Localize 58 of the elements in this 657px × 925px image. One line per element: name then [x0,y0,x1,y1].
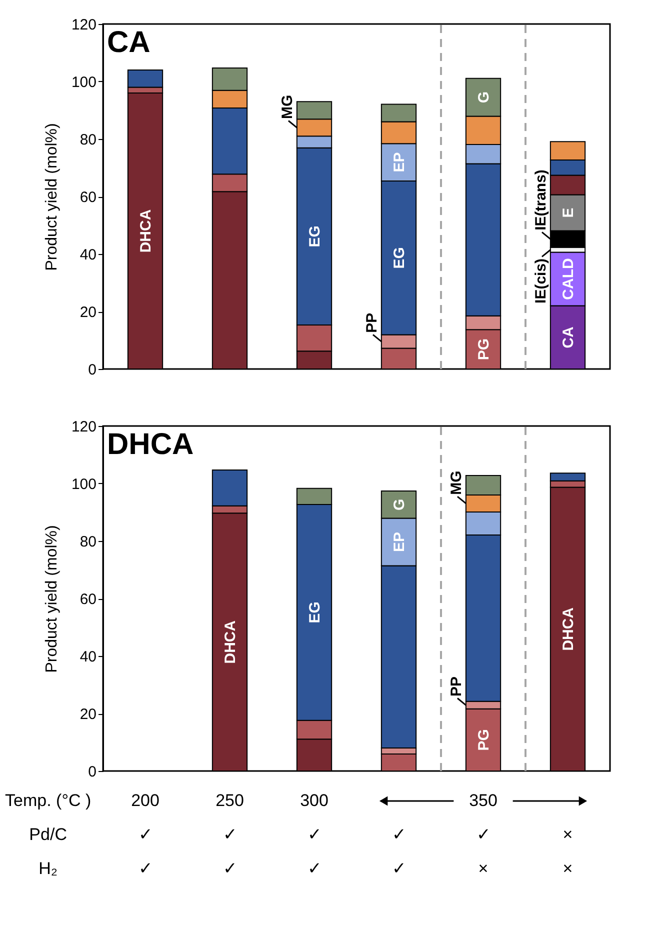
y-tick-label: 100 [71,476,96,493]
y-axis-title: Product yield (mol%) [43,123,60,271]
x-axis-title: Temp. (°C ) [5,791,92,810]
data-label: IE(cis) [532,258,550,304]
y-tick-label: 80 [80,132,96,148]
x-tick-label: 200 [131,791,160,810]
data-label: PG [475,729,492,751]
data-label: EP [390,532,408,552]
data-label: G [390,498,408,510]
data-label: IE(trans) [532,170,550,230]
data-label: PP [448,676,465,697]
data-label: DHCA [222,620,239,664]
y-tick-label: 40 [80,648,96,666]
text: ✓ [222,859,237,878]
data-label: DHCA [137,209,154,253]
y-tick-label: 60 [80,591,96,608]
text: Pd/C [29,825,67,844]
x-tick-label: 250 [216,791,244,810]
data-label: DHCA [560,607,577,651]
data-label: MG [448,470,465,495]
data-label: EG [306,226,324,248]
text: ✓ [222,825,237,844]
data-label: EG [390,247,408,269]
text: ✓ [392,859,406,878]
y-tick-label: 100 [71,74,96,91]
y-tick-label: 120 [71,418,96,436]
y-tick-label: 20 [80,304,96,321]
y-tick-label: 0 [88,764,96,780]
text: × [478,859,488,878]
data-label: PP [363,312,380,333]
text: ✓ [307,859,322,878]
y-tick-label: 0 [88,362,96,378]
y-tick-label: 60 [80,189,96,206]
data-label: PG [475,338,492,360]
text: × [562,859,573,878]
x-tick-label: 300 [300,791,328,810]
x-tick-label: 350 [469,791,498,810]
data-label: CALD [560,258,577,300]
data-label: E [560,208,577,218]
text: ✓ [138,825,152,844]
text: ✓ [392,825,406,844]
text: ✓ [307,825,322,844]
y-tick-label: 80 [80,534,96,550]
text: H₂ [38,859,58,878]
data-label: MG [278,94,296,120]
data-label: EG [306,602,324,624]
y-tick-label: 40 [80,246,96,264]
text: ✓ [476,825,490,844]
text: ✓ [138,859,152,878]
y-tick-label: 120 [71,16,96,34]
chart-title: CA [107,26,150,59]
text: × [562,825,573,844]
data-label: G [475,91,492,104]
y-axis-title: Product yield (mol%) [43,525,60,673]
data-label: CA [560,326,577,348]
chart-title: DHCA [107,428,194,461]
data-label: EP [390,152,408,172]
y-tick-label: 20 [80,706,96,723]
